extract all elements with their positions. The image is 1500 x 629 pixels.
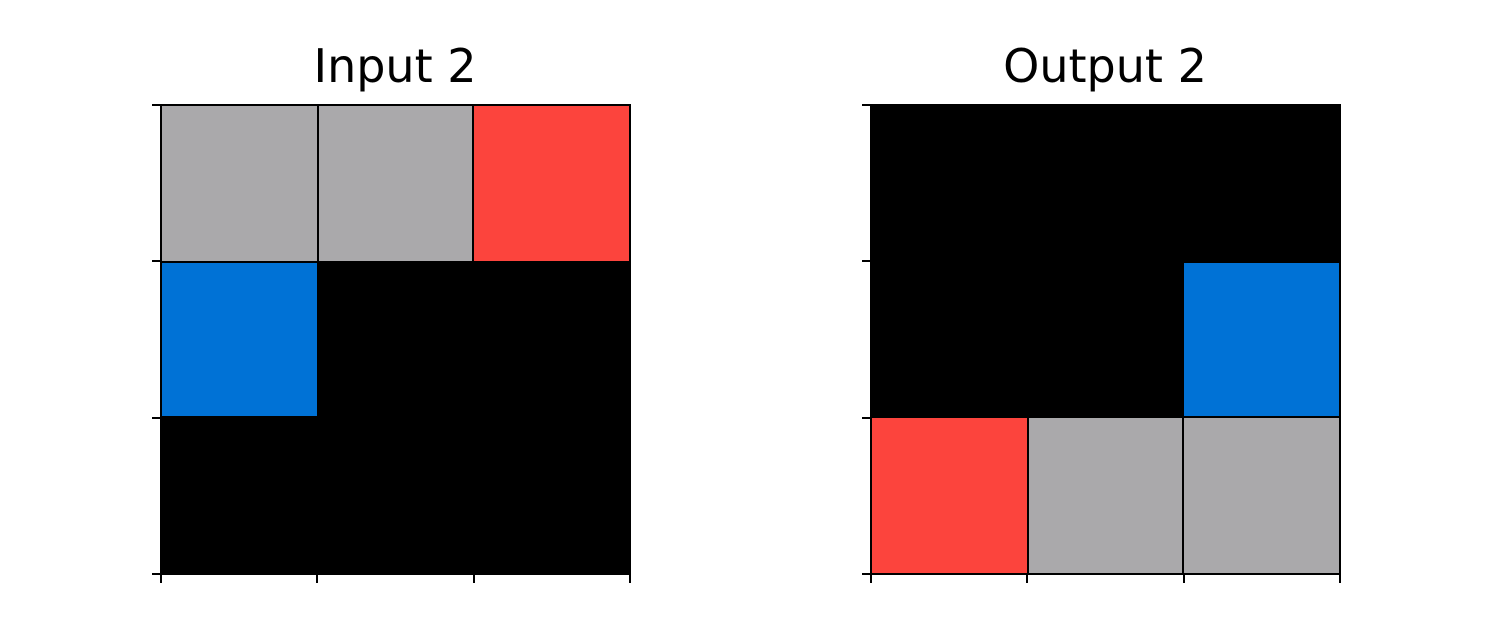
x-axis-tick (472, 575, 475, 583)
y-axis-tick (152, 416, 160, 419)
grid-cell (162, 261, 318, 418)
grid-line-vertical (1182, 106, 1185, 573)
grid-cell (317, 106, 474, 262)
x-axis-tick (1026, 575, 1029, 583)
output-panel: Output 2 (825, 0, 1385, 629)
grid-cell (473, 261, 629, 418)
grid-cell (162, 417, 318, 573)
grid-cell (317, 261, 474, 418)
x-axis-tick (870, 575, 872, 583)
grid-cell (1027, 261, 1184, 418)
grid-cell (473, 106, 629, 262)
y-axis-tick (152, 260, 160, 263)
x-axis-tick (629, 575, 631, 583)
grid-line-vertical (1026, 106, 1029, 573)
grid-cell (317, 417, 474, 573)
input-panel-title: Input 2 (313, 39, 477, 93)
y-axis-tick (862, 260, 870, 263)
y-axis-tick (862, 104, 870, 106)
x-axis-tick (1339, 575, 1341, 583)
input-panel: Input 2 (115, 0, 675, 629)
grid-cell (1027, 106, 1184, 262)
x-axis-tick (1182, 575, 1185, 583)
y-axis-tick (152, 104, 160, 106)
x-axis-tick (160, 575, 162, 583)
y-axis-tick (152, 573, 160, 575)
y-axis-tick (862, 573, 870, 575)
grid-cell (1183, 261, 1339, 418)
grid-line-vertical (316, 106, 319, 573)
grid-line-vertical (472, 106, 475, 573)
output-grid (870, 104, 1341, 575)
grid-line-horizontal (162, 416, 629, 419)
grid-cell (1183, 106, 1339, 262)
x-axis-tick (316, 575, 319, 583)
grid-cell (1183, 417, 1339, 573)
grid-cell (872, 261, 1028, 418)
grid-line-horizontal (872, 260, 1339, 263)
grid-cell (1027, 417, 1184, 573)
grid-cell (872, 417, 1028, 573)
grid-line-horizontal (872, 416, 1339, 419)
grid-cell (473, 417, 629, 573)
input-grid (160, 104, 631, 575)
grid-line-horizontal (162, 260, 629, 263)
output-panel-title: Output 2 (1003, 39, 1207, 93)
y-axis-tick (862, 416, 870, 419)
grid-cell (872, 106, 1028, 262)
grid-cell (162, 106, 318, 262)
